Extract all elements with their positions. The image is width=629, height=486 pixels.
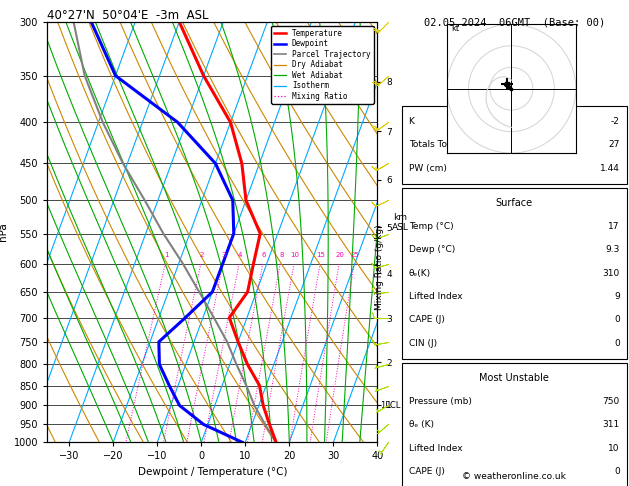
- Text: 3: 3: [222, 252, 226, 258]
- X-axis label: Dewpoint / Temperature (°C): Dewpoint / Temperature (°C): [138, 467, 287, 477]
- Text: 2: 2: [200, 252, 204, 258]
- Text: PW (cm): PW (cm): [409, 164, 447, 173]
- Text: Mixing Ratio (g/kg): Mixing Ratio (g/kg): [375, 225, 384, 310]
- Text: Most Unstable: Most Unstable: [479, 373, 549, 383]
- Text: 10: 10: [291, 252, 299, 258]
- Text: 02.05.2024  06GMT  (Base: 00): 02.05.2024 06GMT (Base: 00): [424, 17, 605, 27]
- Text: 15: 15: [316, 252, 325, 258]
- Bar: [402, 188, 626, 359]
- Text: θₑ (K): θₑ (K): [409, 420, 433, 429]
- Text: 310: 310: [603, 269, 620, 278]
- Text: 0: 0: [614, 467, 620, 476]
- Legend: Temperature, Dewpoint, Parcel Trajectory, Dry Adiabat, Wet Adiabat, Isotherm, Mi: Temperature, Dewpoint, Parcel Trajectory…: [271, 26, 374, 104]
- Bar: [402, 363, 626, 486]
- Text: 1.44: 1.44: [600, 164, 620, 173]
- Text: kt: kt: [451, 24, 459, 33]
- Text: K: K: [409, 117, 415, 126]
- Text: Pressure (mb): Pressure (mb): [409, 397, 472, 406]
- Text: Lifted Index: Lifted Index: [409, 292, 462, 301]
- Text: Dewp (°C): Dewp (°C): [409, 245, 455, 254]
- Text: 311: 311: [603, 420, 620, 429]
- Text: 9.3: 9.3: [606, 245, 620, 254]
- Y-axis label: km
ASL: km ASL: [392, 213, 409, 232]
- Text: 27: 27: [608, 140, 620, 149]
- Text: CIN (J): CIN (J): [409, 339, 437, 347]
- Y-axis label: hPa: hPa: [0, 223, 8, 242]
- Text: 8: 8: [279, 252, 284, 258]
- Text: 750: 750: [603, 397, 620, 406]
- Bar: [402, 106, 626, 184]
- Text: Surface: Surface: [496, 198, 533, 208]
- Text: Lifted Index: Lifted Index: [409, 444, 462, 452]
- Text: © weatheronline.co.uk: © weatheronline.co.uk: [462, 472, 566, 481]
- Text: -2: -2: [611, 117, 620, 126]
- Text: 17: 17: [608, 222, 620, 231]
- Text: Temp (°C): Temp (°C): [409, 222, 454, 231]
- Text: Totals Totals: Totals Totals: [409, 140, 463, 149]
- Text: CAPE (J): CAPE (J): [409, 467, 445, 476]
- Text: 1LCL: 1LCL: [380, 401, 400, 410]
- Text: 9: 9: [614, 292, 620, 301]
- Text: 25: 25: [351, 252, 360, 258]
- Text: 0: 0: [614, 339, 620, 347]
- Text: CAPE (J): CAPE (J): [409, 315, 445, 324]
- Text: 20: 20: [336, 252, 345, 258]
- Text: 6: 6: [262, 252, 266, 258]
- Text: θₑ(K): θₑ(K): [409, 269, 431, 278]
- Text: 0: 0: [614, 315, 620, 324]
- Text: 1: 1: [164, 252, 169, 258]
- Text: 4: 4: [238, 252, 242, 258]
- Text: 40°27'N  50°04'E  -3m  ASL: 40°27'N 50°04'E -3m ASL: [47, 9, 209, 22]
- Text: 10: 10: [608, 444, 620, 452]
